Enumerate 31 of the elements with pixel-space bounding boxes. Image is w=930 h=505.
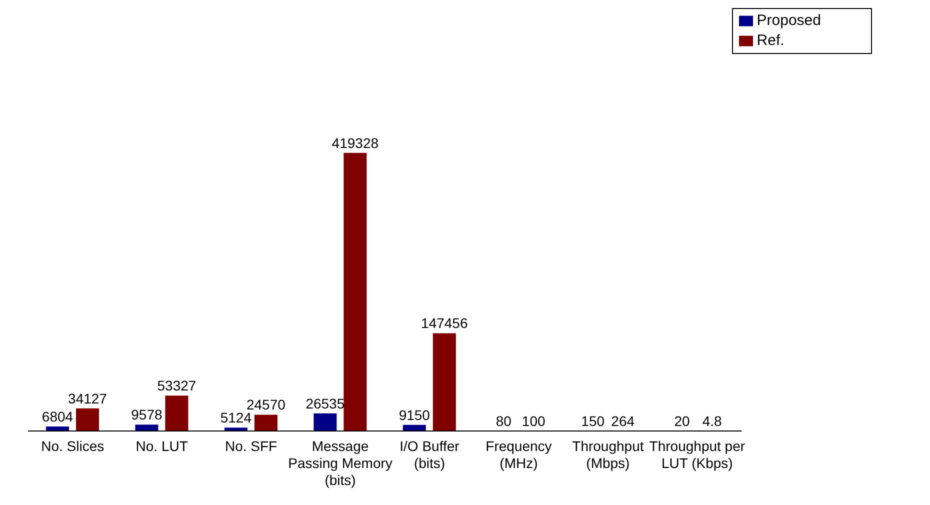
data-label: 80 — [496, 412, 512, 429]
x-tick-label: Throughput per LUT (Kbps) — [649, 438, 746, 471]
legend-label: Proposed — [756, 12, 821, 29]
x-tick-label: I/O Buffer (bits) — [400, 438, 460, 471]
x-tick-label: No. Slices — [41, 438, 104, 454]
data-label: 34127 — [68, 390, 108, 406]
data-label: 53327 — [157, 378, 196, 394]
legend-label: Ref. — [756, 32, 784, 49]
bar — [402, 424, 426, 431]
x-tick-label: No. SFF — [224, 438, 278, 454]
data-label: 150 — [581, 412, 605, 429]
data-label: 100 — [522, 412, 546, 429]
bar — [76, 408, 99, 431]
x-tick-label: Throughput (Mbps) — [572, 438, 644, 471]
x-tick-label: Message Passing Memory (bits) — [288, 438, 392, 488]
data-label: 264 — [611, 412, 635, 429]
bar — [135, 424, 158, 431]
data-label: 9150 — [398, 406, 430, 423]
bar — [165, 396, 188, 431]
bar — [432, 333, 456, 431]
x-tick-label: No. LUT — [136, 438, 188, 454]
data-label: 4.8 — [702, 412, 722, 429]
bar — [314, 413, 337, 431]
data-label: 419328 — [332, 134, 379, 151]
x-tick-label: Frequency (MHz) — [486, 438, 552, 471]
data-label: 6804 — [42, 408, 74, 424]
data-label: 20 — [674, 412, 690, 429]
bar — [344, 152, 367, 431]
bar — [254, 414, 278, 431]
data-label: 147456 — [421, 315, 468, 332]
data-label: 9578 — [131, 406, 163, 423]
